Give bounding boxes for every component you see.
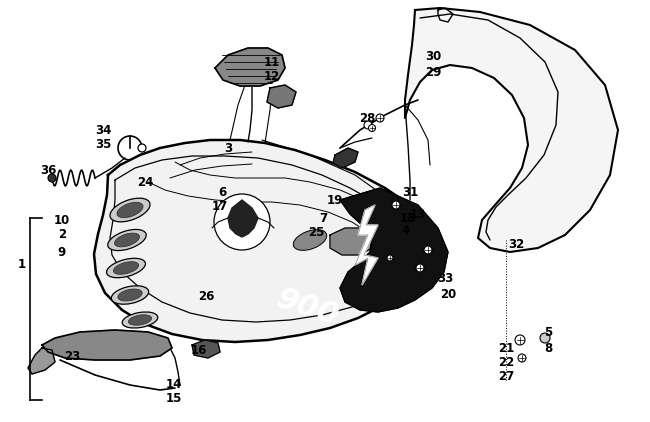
Text: 21: 21	[498, 341, 514, 354]
Ellipse shape	[129, 315, 151, 325]
Polygon shape	[28, 348, 55, 374]
Text: 14: 14	[166, 379, 182, 392]
Polygon shape	[355, 205, 378, 285]
Text: 1: 1	[18, 259, 26, 271]
Ellipse shape	[117, 202, 143, 218]
Circle shape	[376, 114, 384, 122]
Text: 900: 900	[273, 284, 343, 332]
Text: 6: 6	[218, 187, 226, 200]
Text: 27: 27	[498, 370, 514, 382]
Text: 31: 31	[402, 186, 418, 198]
Text: 3: 3	[224, 141, 232, 154]
Text: 22: 22	[498, 355, 514, 368]
Ellipse shape	[114, 233, 140, 247]
Polygon shape	[405, 8, 618, 252]
Circle shape	[424, 246, 432, 254]
Ellipse shape	[107, 258, 146, 278]
Text: 29: 29	[425, 65, 441, 78]
Ellipse shape	[293, 230, 327, 250]
Circle shape	[392, 201, 400, 209]
Text: 7: 7	[319, 211, 327, 225]
Text: 24: 24	[136, 176, 153, 189]
Text: 36: 36	[40, 163, 56, 176]
Polygon shape	[215, 48, 285, 86]
Circle shape	[364, 121, 372, 129]
Circle shape	[515, 335, 525, 345]
Circle shape	[48, 174, 56, 182]
Circle shape	[518, 354, 526, 362]
Text: 23: 23	[64, 351, 80, 363]
Text: 16: 16	[191, 344, 207, 357]
Ellipse shape	[110, 198, 150, 222]
Circle shape	[138, 144, 146, 152]
Circle shape	[377, 115, 383, 121]
Circle shape	[540, 333, 550, 343]
Text: 30: 30	[425, 51, 441, 63]
Text: 34: 34	[95, 124, 111, 138]
Ellipse shape	[113, 262, 138, 274]
Text: 20: 20	[440, 289, 456, 301]
Polygon shape	[340, 188, 448, 312]
Polygon shape	[267, 85, 296, 108]
Text: 9: 9	[58, 246, 66, 260]
Polygon shape	[192, 340, 220, 358]
Text: 2: 2	[58, 228, 66, 241]
Polygon shape	[94, 140, 432, 342]
Polygon shape	[333, 148, 358, 168]
Ellipse shape	[108, 230, 146, 251]
Text: 12: 12	[264, 70, 280, 82]
Circle shape	[416, 264, 424, 272]
Text: 5: 5	[544, 327, 552, 340]
Circle shape	[387, 255, 393, 261]
Text: 13: 13	[410, 208, 426, 221]
Polygon shape	[330, 228, 372, 255]
Text: 18: 18	[400, 211, 416, 225]
Text: 10: 10	[54, 214, 70, 227]
Text: 11: 11	[264, 56, 280, 68]
Polygon shape	[228, 200, 258, 237]
Text: 25: 25	[308, 225, 324, 238]
Text: 17: 17	[212, 200, 228, 214]
Circle shape	[369, 124, 376, 132]
Text: 15: 15	[166, 392, 182, 405]
Text: 19: 19	[327, 194, 343, 206]
Ellipse shape	[111, 286, 149, 304]
Ellipse shape	[122, 312, 158, 328]
Ellipse shape	[118, 289, 142, 301]
Text: 4: 4	[402, 224, 410, 236]
Text: 33: 33	[437, 271, 453, 284]
Polygon shape	[42, 330, 172, 360]
Text: 28: 28	[359, 111, 375, 124]
Text: 35: 35	[95, 138, 111, 151]
Circle shape	[214, 194, 270, 250]
Text: 8: 8	[544, 341, 552, 354]
Text: 32: 32	[508, 238, 524, 251]
Text: 26: 26	[198, 290, 214, 303]
